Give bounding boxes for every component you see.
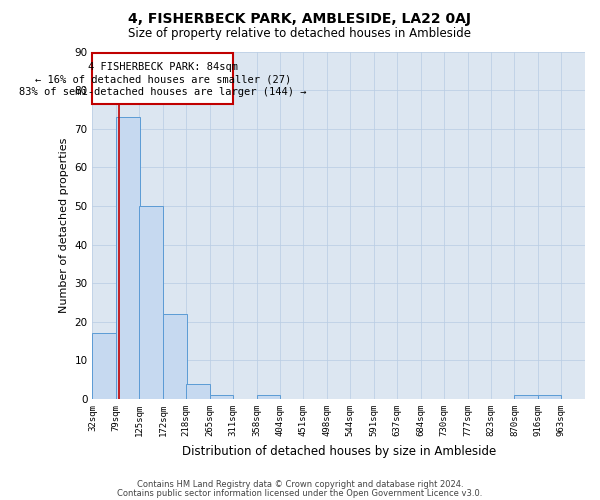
Bar	[92, 334, 116, 399]
Text: Size of property relative to detached houses in Ambleside: Size of property relative to detached ho…	[128, 28, 472, 40]
Bar	[139, 206, 163, 399]
Bar	[163, 314, 187, 399]
Bar	[210, 395, 233, 399]
Text: 4, FISHERBECK PARK, AMBLESIDE, LA22 0AJ: 4, FISHERBECK PARK, AMBLESIDE, LA22 0AJ	[128, 12, 472, 26]
Bar	[257, 395, 280, 399]
Bar	[538, 395, 562, 399]
Bar	[514, 395, 538, 399]
Bar	[186, 384, 210, 399]
Text: 4 FISHERBECK PARK: 84sqm: 4 FISHERBECK PARK: 84sqm	[88, 62, 238, 72]
Y-axis label: Number of detached properties: Number of detached properties	[59, 138, 69, 313]
Bar	[92, 54, 233, 104]
Text: ← 16% of detached houses are smaller (27): ← 16% of detached houses are smaller (27…	[35, 74, 291, 85]
X-axis label: Distribution of detached houses by size in Ambleside: Distribution of detached houses by size …	[182, 444, 496, 458]
Text: Contains public sector information licensed under the Open Government Licence v3: Contains public sector information licen…	[118, 488, 482, 498]
Bar	[116, 117, 140, 399]
Text: 83% of semi-detached houses are larger (144) →: 83% of semi-detached houses are larger (…	[19, 88, 307, 98]
Text: Contains HM Land Registry data © Crown copyright and database right 2024.: Contains HM Land Registry data © Crown c…	[137, 480, 463, 489]
